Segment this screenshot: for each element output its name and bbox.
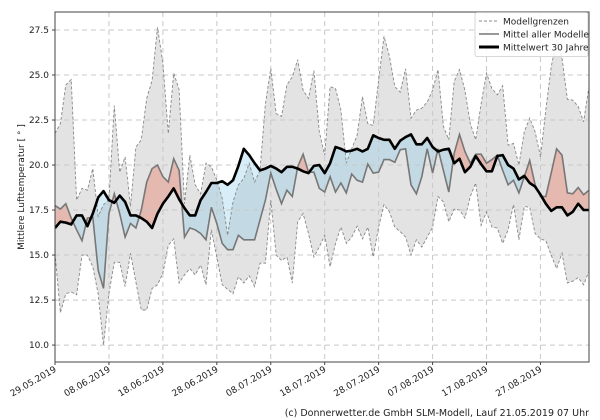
x-tick-label: 28.06.2019 bbox=[171, 365, 221, 400]
y-tick-label: 25.0 bbox=[29, 71, 49, 81]
climate-mean-line bbox=[55, 133, 589, 230]
legend-label-climate: Mittelwert 30 Jahre bbox=[503, 44, 589, 54]
upper-bound-line bbox=[55, 27, 589, 236]
model-range-band bbox=[55, 27, 589, 346]
y-tick-label: 22.5 bbox=[29, 116, 49, 126]
x-tick-label: 29.05.2019 bbox=[9, 365, 59, 400]
lower-bound-line bbox=[55, 181, 589, 346]
y-tick-label: 17.5 bbox=[29, 206, 49, 216]
legend-label-bounds: Modellgrenzen bbox=[503, 18, 569, 28]
x-tick-label: 08.06.2019 bbox=[63, 365, 113, 400]
plot-frame bbox=[54, 11, 590, 363]
legend-label-model-mean: Mittel aller Modelle bbox=[503, 31, 589, 41]
credit-text: (c) Donnerwetter.de GmbH SLM-Modell, Lau… bbox=[285, 408, 589, 419]
y-axis-label: Mittlere Lufttemperatur [ ° ] bbox=[17, 124, 27, 250]
model-mean-line bbox=[55, 131, 589, 289]
y-tick-label: 27.5 bbox=[29, 26, 49, 36]
x-tick-label: 28.07.2019 bbox=[333, 365, 383, 400]
y-tick-label: 15.0 bbox=[29, 251, 49, 261]
x-tick-label: 18.06.2019 bbox=[117, 365, 167, 400]
x-tick-label: 17.08.2019 bbox=[440, 365, 490, 400]
legend: Modellgrenzen Mittel aller Modelle Mitte… bbox=[474, 12, 589, 57]
y-tick-label: 20.0 bbox=[29, 161, 49, 171]
x-tick-label: 07.08.2019 bbox=[386, 365, 436, 400]
x-tick-label: 27.08.2019 bbox=[494, 365, 544, 400]
x-tick-label: 18.07.2019 bbox=[279, 365, 329, 400]
y-tick-label: 10.0 bbox=[29, 341, 49, 351]
x-tick-label: 08.07.2019 bbox=[225, 365, 275, 400]
y-tick-label: 12.5 bbox=[29, 296, 49, 306]
